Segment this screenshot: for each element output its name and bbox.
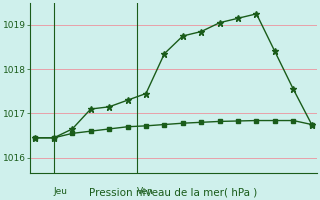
X-axis label: Pression niveau de la mer( hPa ): Pression niveau de la mer( hPa ) xyxy=(90,187,258,197)
Text: Ven: Ven xyxy=(137,187,154,196)
Text: Jeu: Jeu xyxy=(54,187,68,196)
